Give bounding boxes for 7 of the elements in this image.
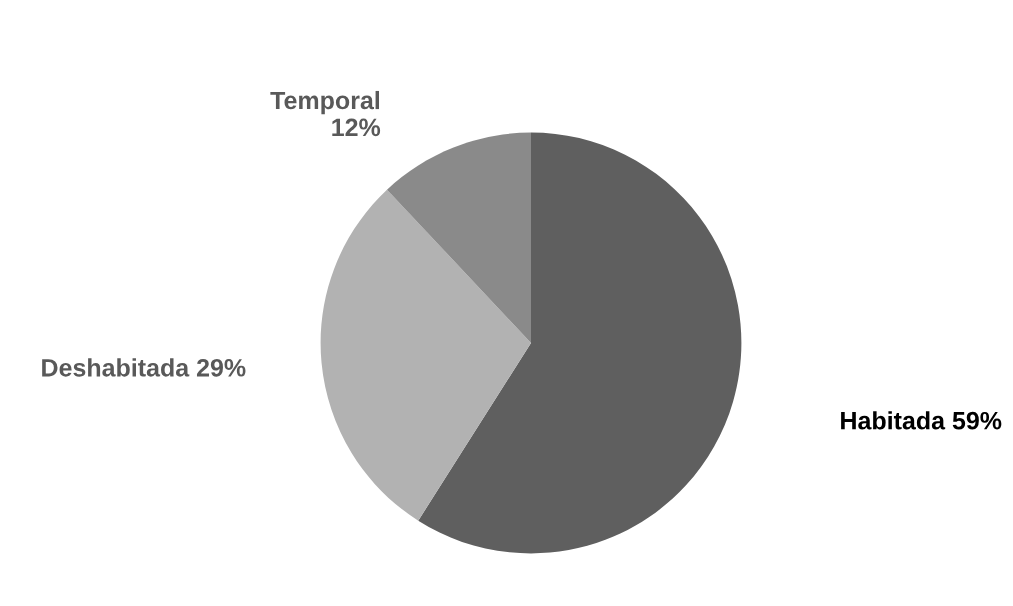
data-label: 12% [332,118,381,137]
pie-slice [320,189,531,521]
slice-label: Temporal [270,90,380,115]
pie-slice [386,132,531,343]
pie-slice [418,132,742,554]
slice-label: Habitada 59% [841,411,1002,430]
slice-label: Deshabitada 29% [42,358,246,377]
